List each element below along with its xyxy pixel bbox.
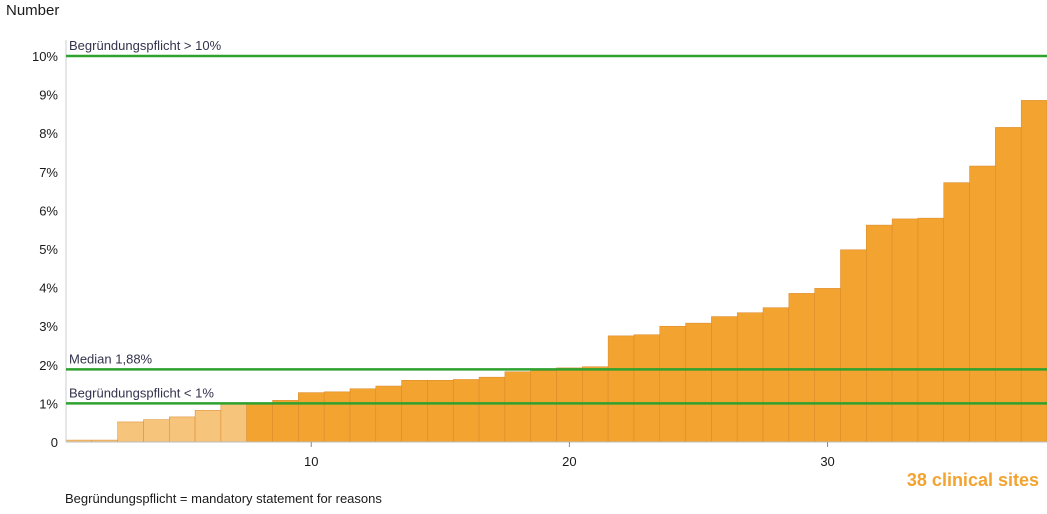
bar bbox=[814, 288, 841, 443]
bar bbox=[504, 371, 531, 443]
y-tick-label: 6% bbox=[39, 203, 58, 218]
bar-chart: 0 1% 2% 3% 4% 5% 6% 7% 8% 9% 10% 10 20 30 Begründungsp… bbox=[32, 38, 1047, 469]
bar bbox=[478, 376, 506, 443]
reference-line-label: Median 1,88% bbox=[69, 351, 153, 366]
bar bbox=[272, 400, 299, 443]
bar bbox=[1020, 100, 1047, 443]
bar bbox=[143, 419, 170, 443]
footnote: Begründungspflicht = mandatory statement… bbox=[65, 491, 382, 506]
bar bbox=[427, 379, 454, 443]
y-tick-label: 2% bbox=[39, 358, 58, 373]
bar bbox=[556, 367, 583, 443]
bar bbox=[349, 388, 377, 443]
bar bbox=[762, 307, 790, 443]
bar bbox=[530, 370, 557, 443]
x-tick-label: 30 bbox=[820, 454, 834, 469]
y-tick-label: 1% bbox=[39, 396, 58, 411]
bar bbox=[246, 403, 273, 443]
bar bbox=[194, 410, 222, 443]
y-tick-label: 8% bbox=[39, 126, 58, 141]
bar bbox=[659, 325, 686, 443]
bar bbox=[711, 316, 738, 443]
bar bbox=[891, 218, 919, 443]
bar bbox=[401, 379, 428, 443]
y-tick-label: 3% bbox=[39, 319, 58, 334]
bar bbox=[736, 312, 764, 443]
bar bbox=[220, 403, 247, 443]
y-tick-label: 0 bbox=[51, 435, 58, 450]
reference-line-label: Begründungspflicht > 10% bbox=[69, 38, 222, 53]
reference-line-label: Begründungspflicht < 1% bbox=[69, 385, 214, 400]
bar bbox=[788, 293, 815, 443]
bar bbox=[969, 165, 996, 443]
bar bbox=[169, 416, 196, 443]
bar bbox=[866, 224, 893, 443]
bar bbox=[840, 249, 867, 443]
y-tick-label: 5% bbox=[39, 242, 58, 257]
bar bbox=[607, 335, 635, 443]
bar bbox=[117, 421, 144, 443]
bar bbox=[995, 127, 1022, 443]
bar bbox=[633, 334, 661, 443]
sites-count-label: 38 clinical sites bbox=[906, 470, 1039, 490]
x-tick-label: 10 bbox=[304, 454, 318, 469]
bar bbox=[685, 322, 712, 443]
y-tick-label: 9% bbox=[39, 88, 58, 103]
x-tick-label: 20 bbox=[562, 454, 576, 469]
bar bbox=[452, 379, 480, 443]
bar bbox=[375, 385, 402, 443]
bar bbox=[298, 392, 325, 443]
y-tick-label: 7% bbox=[39, 165, 58, 180]
bar bbox=[323, 391, 351, 443]
y-tick-label: 10% bbox=[32, 49, 58, 64]
y-tick-label: 4% bbox=[39, 281, 58, 296]
y-axis-title: Number bbox=[6, 2, 60, 19]
bar bbox=[917, 217, 944, 443]
